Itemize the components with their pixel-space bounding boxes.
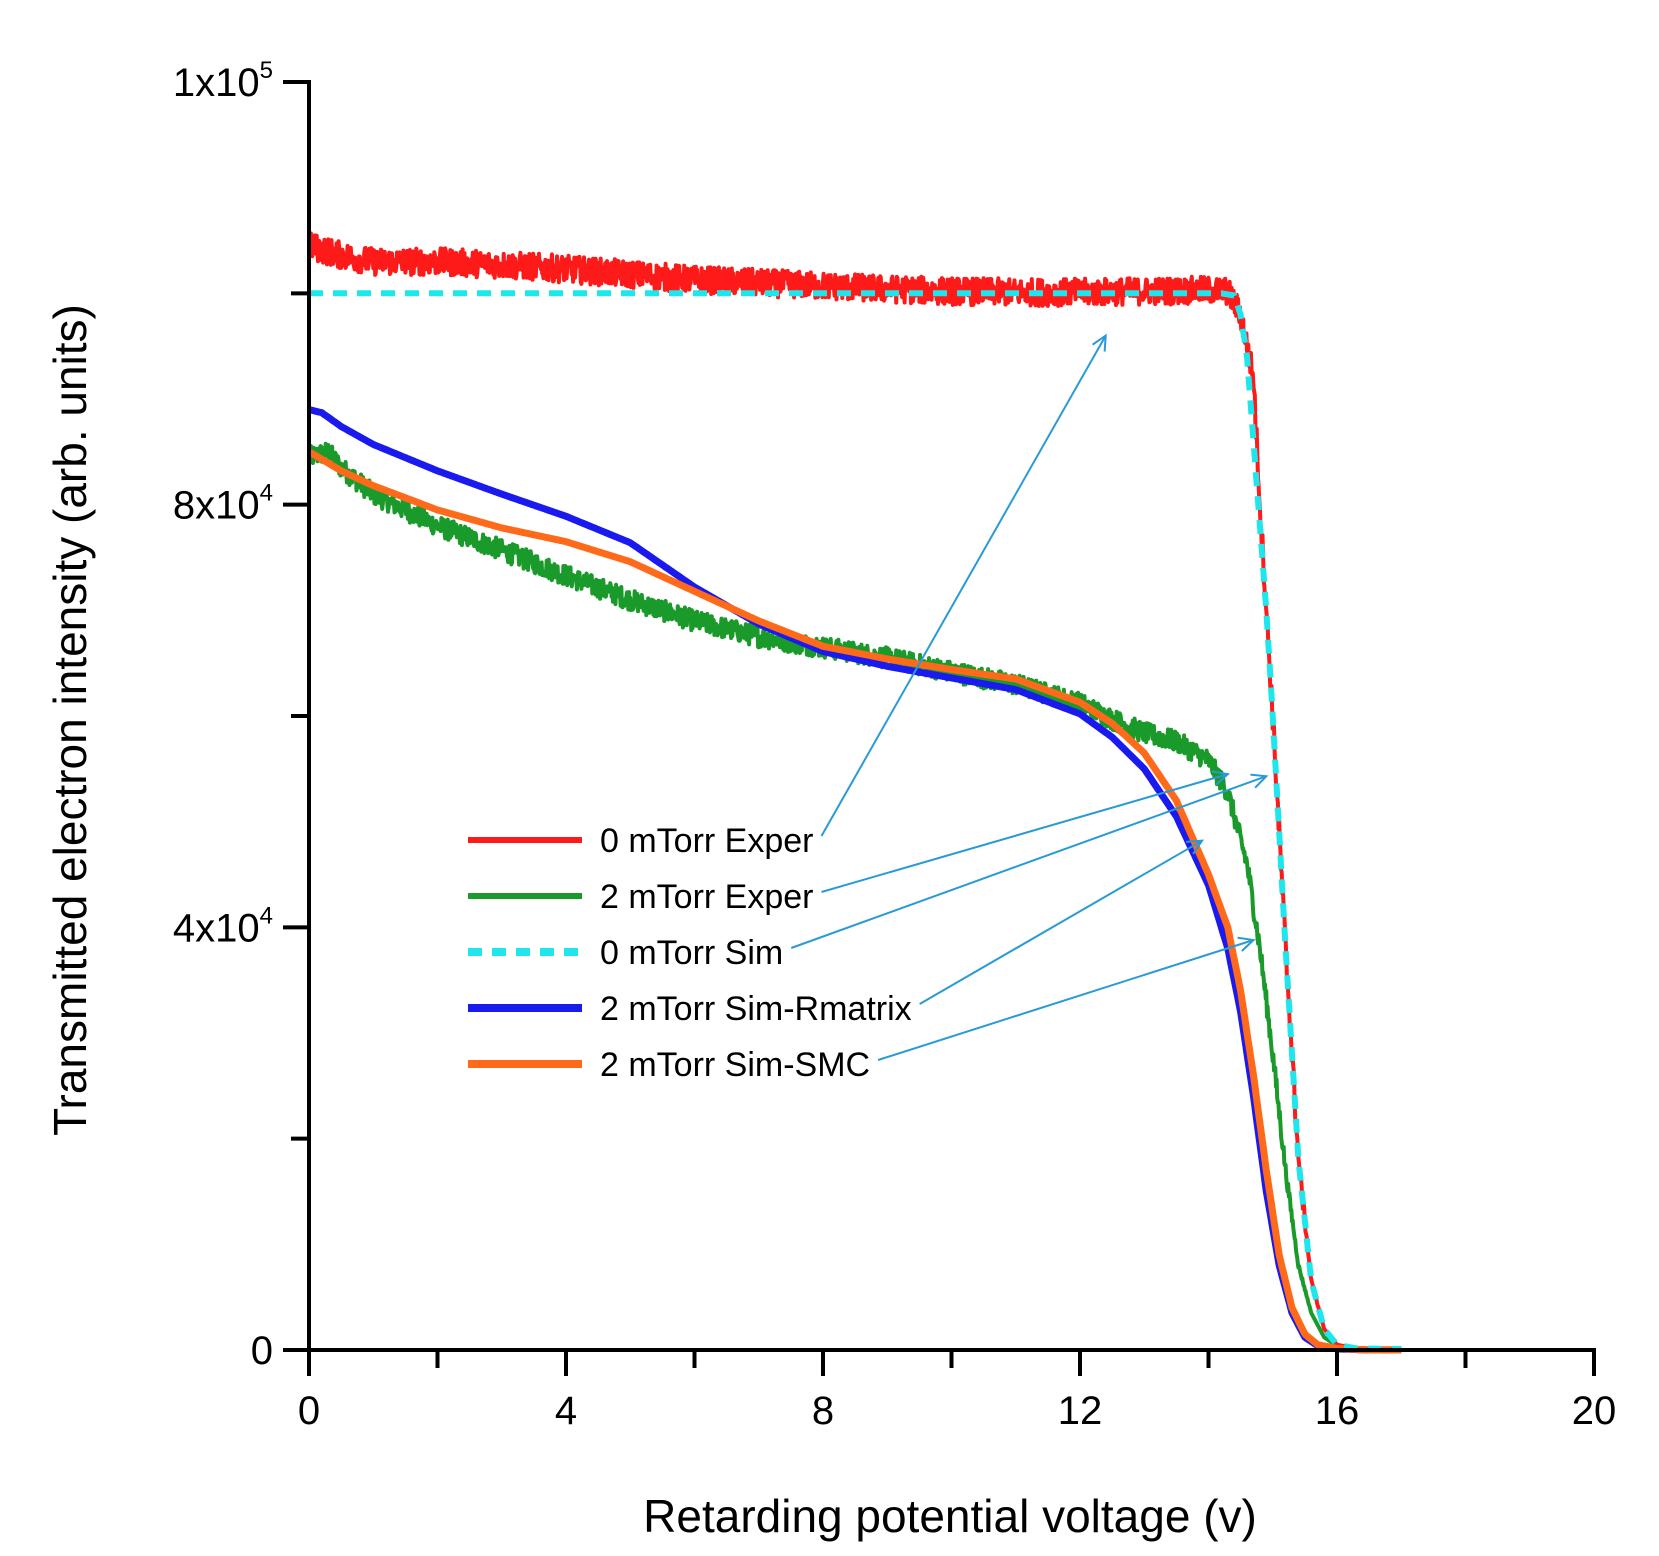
x-tick-label: 16 — [1315, 1389, 1360, 1433]
x-tick-label: 8 — [812, 1389, 834, 1433]
x-axis-title: Retarding potential voltage (v) — [643, 1490, 1257, 1542]
y-tick-label: 1x105 — [173, 57, 273, 105]
legend-label-2-mtorr-sim-rmatrix: 2 mTorr Sim-Rmatrix — [600, 990, 912, 1028]
x-tick-label: 4 — [555, 1389, 577, 1433]
x-tick-label: 0 — [298, 1389, 320, 1433]
annotation-arrow-line — [821, 773, 1229, 893]
annotation-arrow-head — [1250, 773, 1269, 789]
y-tick-exponent: 5 — [260, 57, 273, 84]
series-layer — [306, 231, 1404, 1354]
x-tick-label: 20 — [1572, 1389, 1617, 1433]
annotation-arrow-head — [1211, 770, 1230, 786]
y-tick-exponent: 4 — [260, 480, 273, 507]
y-tick-mantissa: 4x10 — [173, 906, 260, 950]
annotation-arrows — [790, 333, 1269, 1061]
legend-label-0-mtorr-exper: 0 mTorr Exper — [600, 822, 814, 860]
legend-label-0-mtorr-sim: 0 mTorr Sim — [600, 934, 783, 972]
annotation-arrow-head — [1186, 839, 1205, 855]
series-line-2-mtorr-sim-smc — [306, 448, 1404, 1354]
annotation-arrow-line — [790, 775, 1267, 949]
annotation-arrow-line — [919, 839, 1203, 1005]
legend-label-2-mtorr-sim-smc: 2 mTorr Sim-SMC — [600, 1046, 870, 1084]
annotation-arrow-line — [820, 335, 1107, 837]
x-tick-label: 12 — [1058, 1389, 1103, 1433]
series-line-2-mtorr-sim-rmatrix — [306, 406, 1404, 1354]
y-tick-exponent: 4 — [260, 902, 273, 929]
y-axis-title: Transmitted electron intensity (arb. uni… — [44, 304, 96, 1136]
series-line-0-mtorr-exper — [307, 231, 1403, 1351]
annotation-arrow-head — [1237, 936, 1256, 952]
y-tick-mantissa: 1x10 — [173, 61, 260, 105]
y-tick-label: 0 — [251, 1329, 273, 1373]
y-tick-mantissa: 0 — [251, 1329, 273, 1373]
legend: 0 mTorr Exper 2 mTorr Exper 0 mTorr Sim 2 m… — [468, 822, 912, 1084]
y-tick-label: 4x104 — [173, 902, 273, 950]
annotation-arrow-head — [1091, 333, 1107, 352]
legend-label-2-mtorr-exper: 2 mTorr Exper — [600, 878, 814, 916]
annotation-arrow-line — [877, 939, 1254, 1061]
y-tick-mantissa: 8x10 — [173, 484, 260, 528]
y-tick-label: 8x104 — [173, 480, 273, 528]
